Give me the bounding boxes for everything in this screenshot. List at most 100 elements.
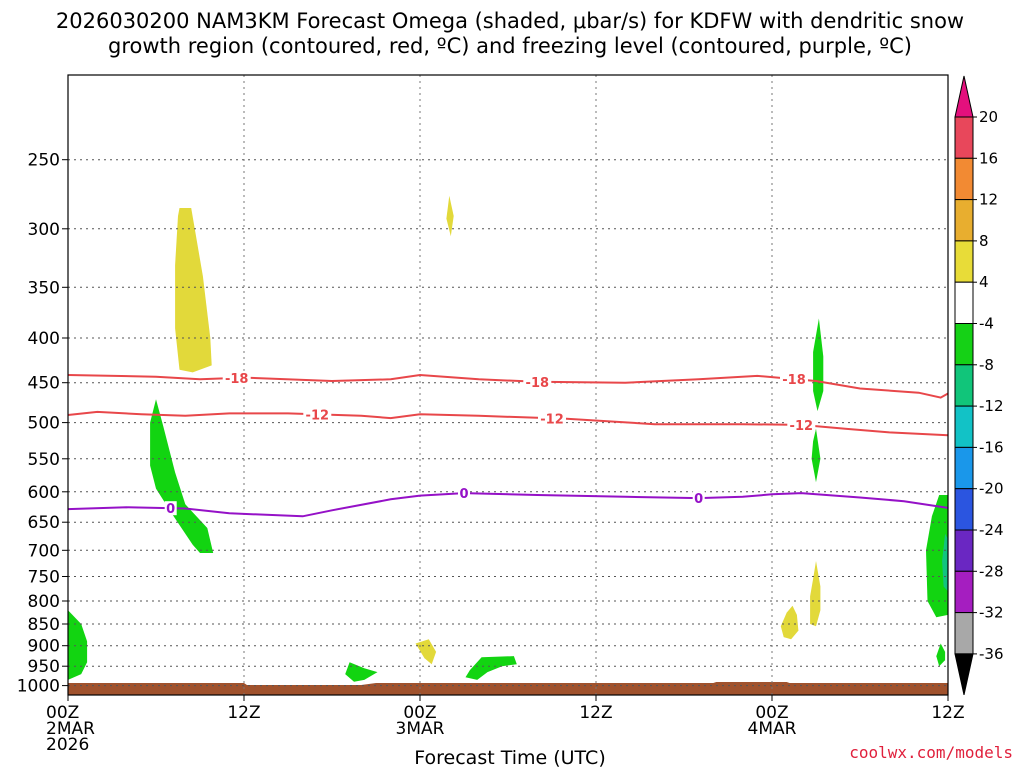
colorbar-label-11: -28 xyxy=(979,562,1004,580)
colorbar-swatch-11 xyxy=(954,570,974,614)
colorbar-swatch-10 xyxy=(954,529,974,572)
ground-layer xyxy=(68,682,948,695)
omega-region-1 xyxy=(446,195,454,237)
y-tick-label-700: 700 xyxy=(28,541,60,561)
plot-frame xyxy=(67,74,949,696)
omega-region-13 xyxy=(942,533,948,592)
omega-region-11 xyxy=(926,495,948,618)
contour-label-bg-0-2 xyxy=(780,372,808,387)
omega-region-9 xyxy=(813,318,824,412)
y-tick-label-1000: 1000 xyxy=(17,677,60,697)
contour-label-0-1: -18 xyxy=(526,376,550,391)
colorbar-swatch-5 xyxy=(954,323,974,366)
colorbar-swatch-9 xyxy=(954,488,974,531)
colorbar-label-1: 16 xyxy=(979,149,998,167)
contour-line-2 xyxy=(67,492,949,518)
colorbar-label-6: -8 xyxy=(979,356,994,374)
colorbar-label-5: -4 xyxy=(979,315,994,333)
contour-label-1-2: -12 xyxy=(790,419,814,434)
omega-region-2 xyxy=(415,639,437,665)
colorbar-label-3: 8 xyxy=(979,232,989,250)
colorbar-top-arrow xyxy=(954,75,974,118)
colorbar-swatch-2 xyxy=(954,199,974,242)
x-tick-label-0-1: 2MAR xyxy=(46,719,95,739)
y-tick-label-800: 800 xyxy=(28,592,60,612)
colorbar-swatch-1 xyxy=(954,157,974,201)
x-tick-label-48-1: 4MAR xyxy=(748,719,797,739)
colorbar-swatch-6 xyxy=(954,364,974,407)
colorbar-label-10: -24 xyxy=(979,521,1004,539)
y-tick-label-950: 950 xyxy=(28,657,60,677)
omega-region-7 xyxy=(345,662,378,682)
colorbar-label-13: -36 xyxy=(979,645,1004,663)
x-tick-label-60-0: 12Z xyxy=(931,703,964,723)
y-axis-ticks: 2503003504004505005506006507007508008509… xyxy=(17,151,68,697)
y-tick-label-250: 250 xyxy=(28,151,60,171)
y-tick-label-750: 750 xyxy=(28,568,60,588)
contour-label-2-0: 0 xyxy=(166,502,175,517)
contour-label-bg-0-0 xyxy=(222,370,251,385)
x-tick-label-36-0: 12Z xyxy=(579,703,612,723)
contour-label-2-2: 0 xyxy=(694,492,703,507)
chart-title-line1: 2026030200 NAM3KM Forecast Omega (shaded… xyxy=(56,9,964,33)
contour-label-2-1: 0 xyxy=(459,487,468,502)
contour-label-bg-2-0 xyxy=(164,501,177,516)
colorbar-swatch-0 xyxy=(954,116,974,159)
site-credit: coolwx.com/models xyxy=(849,743,1013,762)
y-tick-label-500: 500 xyxy=(28,414,60,434)
omega-region-4 xyxy=(810,561,821,627)
colorbar-label-7: -12 xyxy=(979,397,1004,415)
contour-label-bg-1-1 xyxy=(538,411,566,426)
x-tick-label-48-0: 00Z xyxy=(755,703,788,723)
colorbar-swatch-8 xyxy=(954,446,974,490)
colorbar-label-12: -32 xyxy=(979,604,1004,622)
contour-label-bg-2-1 xyxy=(458,486,470,501)
colorbar-label-8: -16 xyxy=(979,438,1004,456)
contour-label-bg-1-2 xyxy=(787,417,816,432)
contour-label-bg-0-1 xyxy=(523,374,552,389)
x-tick-label-24-0: 00Z xyxy=(403,703,436,723)
y-tick-label-300: 300 xyxy=(28,220,60,240)
colorbar-swatch-12 xyxy=(954,612,974,655)
colorbar-swatch-3 xyxy=(954,240,974,283)
omega-shading-layer xyxy=(68,195,948,682)
colorbar-bottom-arrow xyxy=(954,653,974,696)
omega-region-6 xyxy=(68,610,88,680)
contour-label-0-0: -18 xyxy=(225,372,249,387)
colorbar: 20 16 12 8 4 -4 -8 -12 -16 -20 -24 -28 -32 -36 xyxy=(954,75,1004,696)
colorbar-label-9: -20 xyxy=(979,480,1004,498)
y-tick-label-850: 850 xyxy=(28,615,60,635)
omega-region-10 xyxy=(811,428,821,483)
omega-region-3 xyxy=(780,605,799,640)
colorbar-label-0: 20 xyxy=(979,108,998,126)
contour-label-bg-1-0 xyxy=(303,407,332,422)
colorbar-swatch-7 xyxy=(954,405,974,448)
colorbar-swatch-4 xyxy=(954,281,974,325)
contour-label-1-1: -12 xyxy=(540,412,564,427)
omega-region-5 xyxy=(150,399,214,553)
omega-region-0 xyxy=(175,208,212,373)
colorbar-label-2: 12 xyxy=(979,191,998,209)
contour-label-bg-2-2 xyxy=(692,491,705,506)
contour-layer: -18 -18 -18 -12 -12 -12 0 0 0 xyxy=(67,370,949,518)
y-tick-label-650: 650 xyxy=(28,513,60,533)
y-tick-label-550: 550 xyxy=(28,450,60,470)
y-tick-label-450: 450 xyxy=(28,374,60,394)
ground-surface xyxy=(68,682,948,695)
chart-title-line2: growth region (contoured, red, ºC) and f… xyxy=(108,34,912,58)
colorbar-label-4: 4 xyxy=(979,273,989,291)
x-tick-label-0-2: 2026 xyxy=(46,735,89,755)
y-tick-label-600: 600 xyxy=(28,483,60,503)
y-tick-label-900: 900 xyxy=(28,637,60,657)
y-tick-label-400: 400 xyxy=(28,329,60,349)
contour-line-1 xyxy=(67,410,949,437)
x-tick-label-12-0: 12Z xyxy=(227,703,260,723)
omega-region-8 xyxy=(465,656,517,680)
contour-label-0-2: -18 xyxy=(782,373,806,388)
x-axis-label: Forecast Time (UTC) xyxy=(414,747,605,768)
omega-region-12 xyxy=(936,643,946,667)
y-tick-label-350: 350 xyxy=(28,278,60,298)
contour-label-1-0: -12 xyxy=(306,408,330,423)
